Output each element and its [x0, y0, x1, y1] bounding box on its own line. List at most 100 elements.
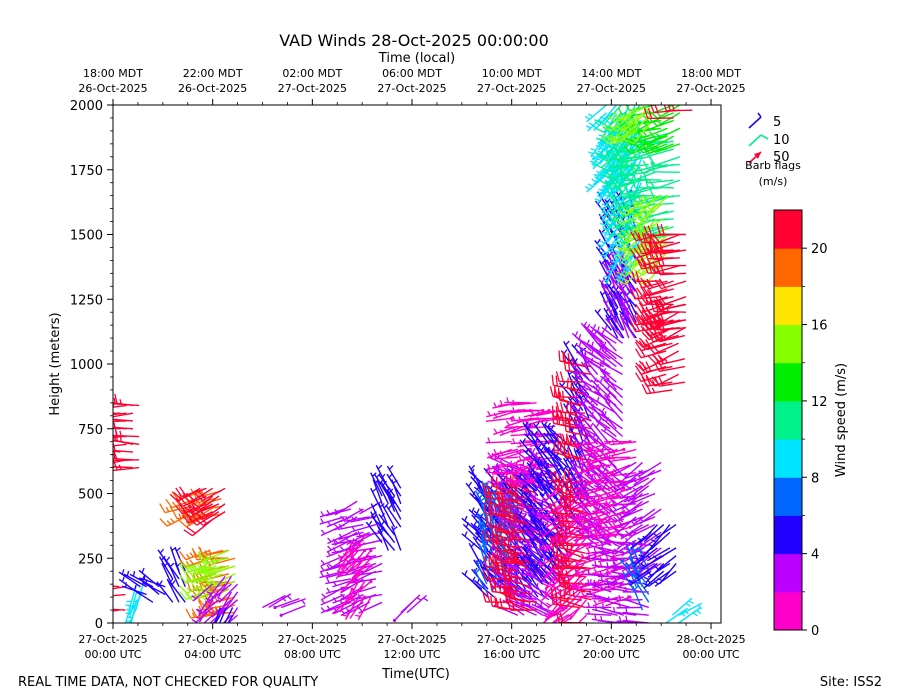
y-tick-label: 1250 [70, 293, 103, 308]
wind-barb [650, 161, 680, 174]
wind-barb [525, 523, 544, 546]
wind-barb [597, 477, 624, 484]
colorbar-segment [774, 400, 802, 440]
wind-barb [400, 594, 422, 614]
wind-barb [113, 136, 114, 138]
wind-barb [648, 233, 681, 245]
wind-barb [591, 547, 618, 554]
wind-barb [262, 594, 287, 609]
wind-barb [600, 373, 623, 391]
x-tick-time: 08:00 UTC [284, 648, 341, 661]
wind-barb [577, 614, 587, 623]
wind-barb [113, 602, 114, 603]
wind-barb [612, 492, 637, 507]
wind-barb [319, 508, 345, 518]
wind-barb [633, 202, 663, 222]
wind-barb [607, 166, 635, 188]
wind-barb [654, 375, 685, 387]
wind-barb [227, 614, 239, 623]
footer-disclaimer: REAL TIME DATA, NOT CHECKED FOR QUALITY [18, 675, 318, 690]
wind-barb [123, 570, 147, 588]
wind-barb [613, 539, 637, 555]
wind-barb [620, 218, 651, 237]
wind-barb [528, 537, 544, 562]
wind-barb [567, 599, 587, 621]
wind-barb [386, 465, 402, 489]
wind-barb [197, 549, 230, 561]
wind-barb [611, 178, 643, 189]
wind-barb [642, 570, 665, 589]
top-tick-date: 27-Oct-2025 [377, 82, 446, 95]
colorbar-segment [774, 362, 802, 402]
wind-barb [556, 532, 586, 546]
wind-barb [632, 477, 656, 495]
wind-barb [175, 495, 207, 507]
wind-barb [131, 583, 144, 610]
wind-barb [378, 473, 396, 497]
wind-barb [337, 523, 364, 531]
wind-barb [356, 531, 383, 538]
wind-barb [129, 571, 154, 588]
wind-barb [603, 392, 624, 414]
wind-barb [343, 515, 370, 523]
wind-barb [214, 576, 232, 599]
wind-barb [648, 179, 681, 190]
wind-barb [638, 461, 662, 477]
wind-barb [632, 218, 663, 236]
wind-barb [586, 441, 612, 452]
wind-barb [550, 593, 580, 609]
wind-barb [603, 384, 624, 406]
wind-barb [592, 526, 618, 536]
wind-barb [596, 158, 617, 180]
wind-barb [163, 556, 180, 580]
wind-barb [643, 108, 674, 120]
wind-barb [636, 127, 668, 139]
x-tick-time: 00:00 UTC [84, 648, 141, 661]
wind-barb [641, 339, 673, 351]
wind-barb [654, 327, 686, 342]
wind-barb [556, 485, 586, 500]
wind-barb [113, 397, 134, 407]
x-tick-time: 16:00 UTC [483, 648, 540, 661]
wind-barb [579, 502, 607, 506]
wind-barb [140, 574, 166, 588]
wind-barb [485, 514, 512, 534]
wind-barb [593, 422, 611, 445]
wind-barb [655, 243, 687, 255]
wind-barb [653, 524, 677, 540]
wind-barb [579, 456, 606, 465]
wind-barb [601, 324, 624, 344]
colorbar-tick-label: 0 [811, 624, 819, 639]
wind-barb [522, 447, 544, 469]
wind-barb [590, 377, 611, 399]
wind-barb [476, 513, 488, 538]
wind-barb [350, 579, 373, 599]
wind-barb [113, 422, 133, 430]
wind-barb [584, 105, 607, 123]
wind-barb [113, 404, 127, 408]
wind-barb [546, 599, 569, 619]
top-tick-date: 27-Oct-2025 [676, 82, 745, 95]
wind-barb [587, 399, 605, 422]
wind-barb [511, 464, 537, 475]
wind-barb [591, 593, 618, 601]
wind-barb [583, 339, 605, 360]
colorbar-segment [774, 477, 802, 516]
colorbar-segment [774, 210, 802, 249]
wind-barb [632, 564, 650, 588]
wind-barb [227, 614, 234, 623]
wind-barb [194, 487, 226, 502]
wind-barb [529, 422, 556, 429]
wind-barb [586, 510, 612, 522]
wind-barb [531, 430, 550, 453]
colorbar-segment [774, 286, 802, 326]
x-tick-date: 27-Oct-2025 [477, 633, 546, 646]
wind-barb [610, 448, 637, 457]
wind-barb [203, 614, 214, 623]
wind-barb [678, 602, 703, 616]
wind-barb [325, 577, 352, 585]
top-tick-date: 27-Oct-2025 [278, 82, 347, 95]
colorbar-segment [774, 515, 802, 555]
wind-barb [339, 587, 354, 613]
wind-barb [273, 597, 300, 610]
